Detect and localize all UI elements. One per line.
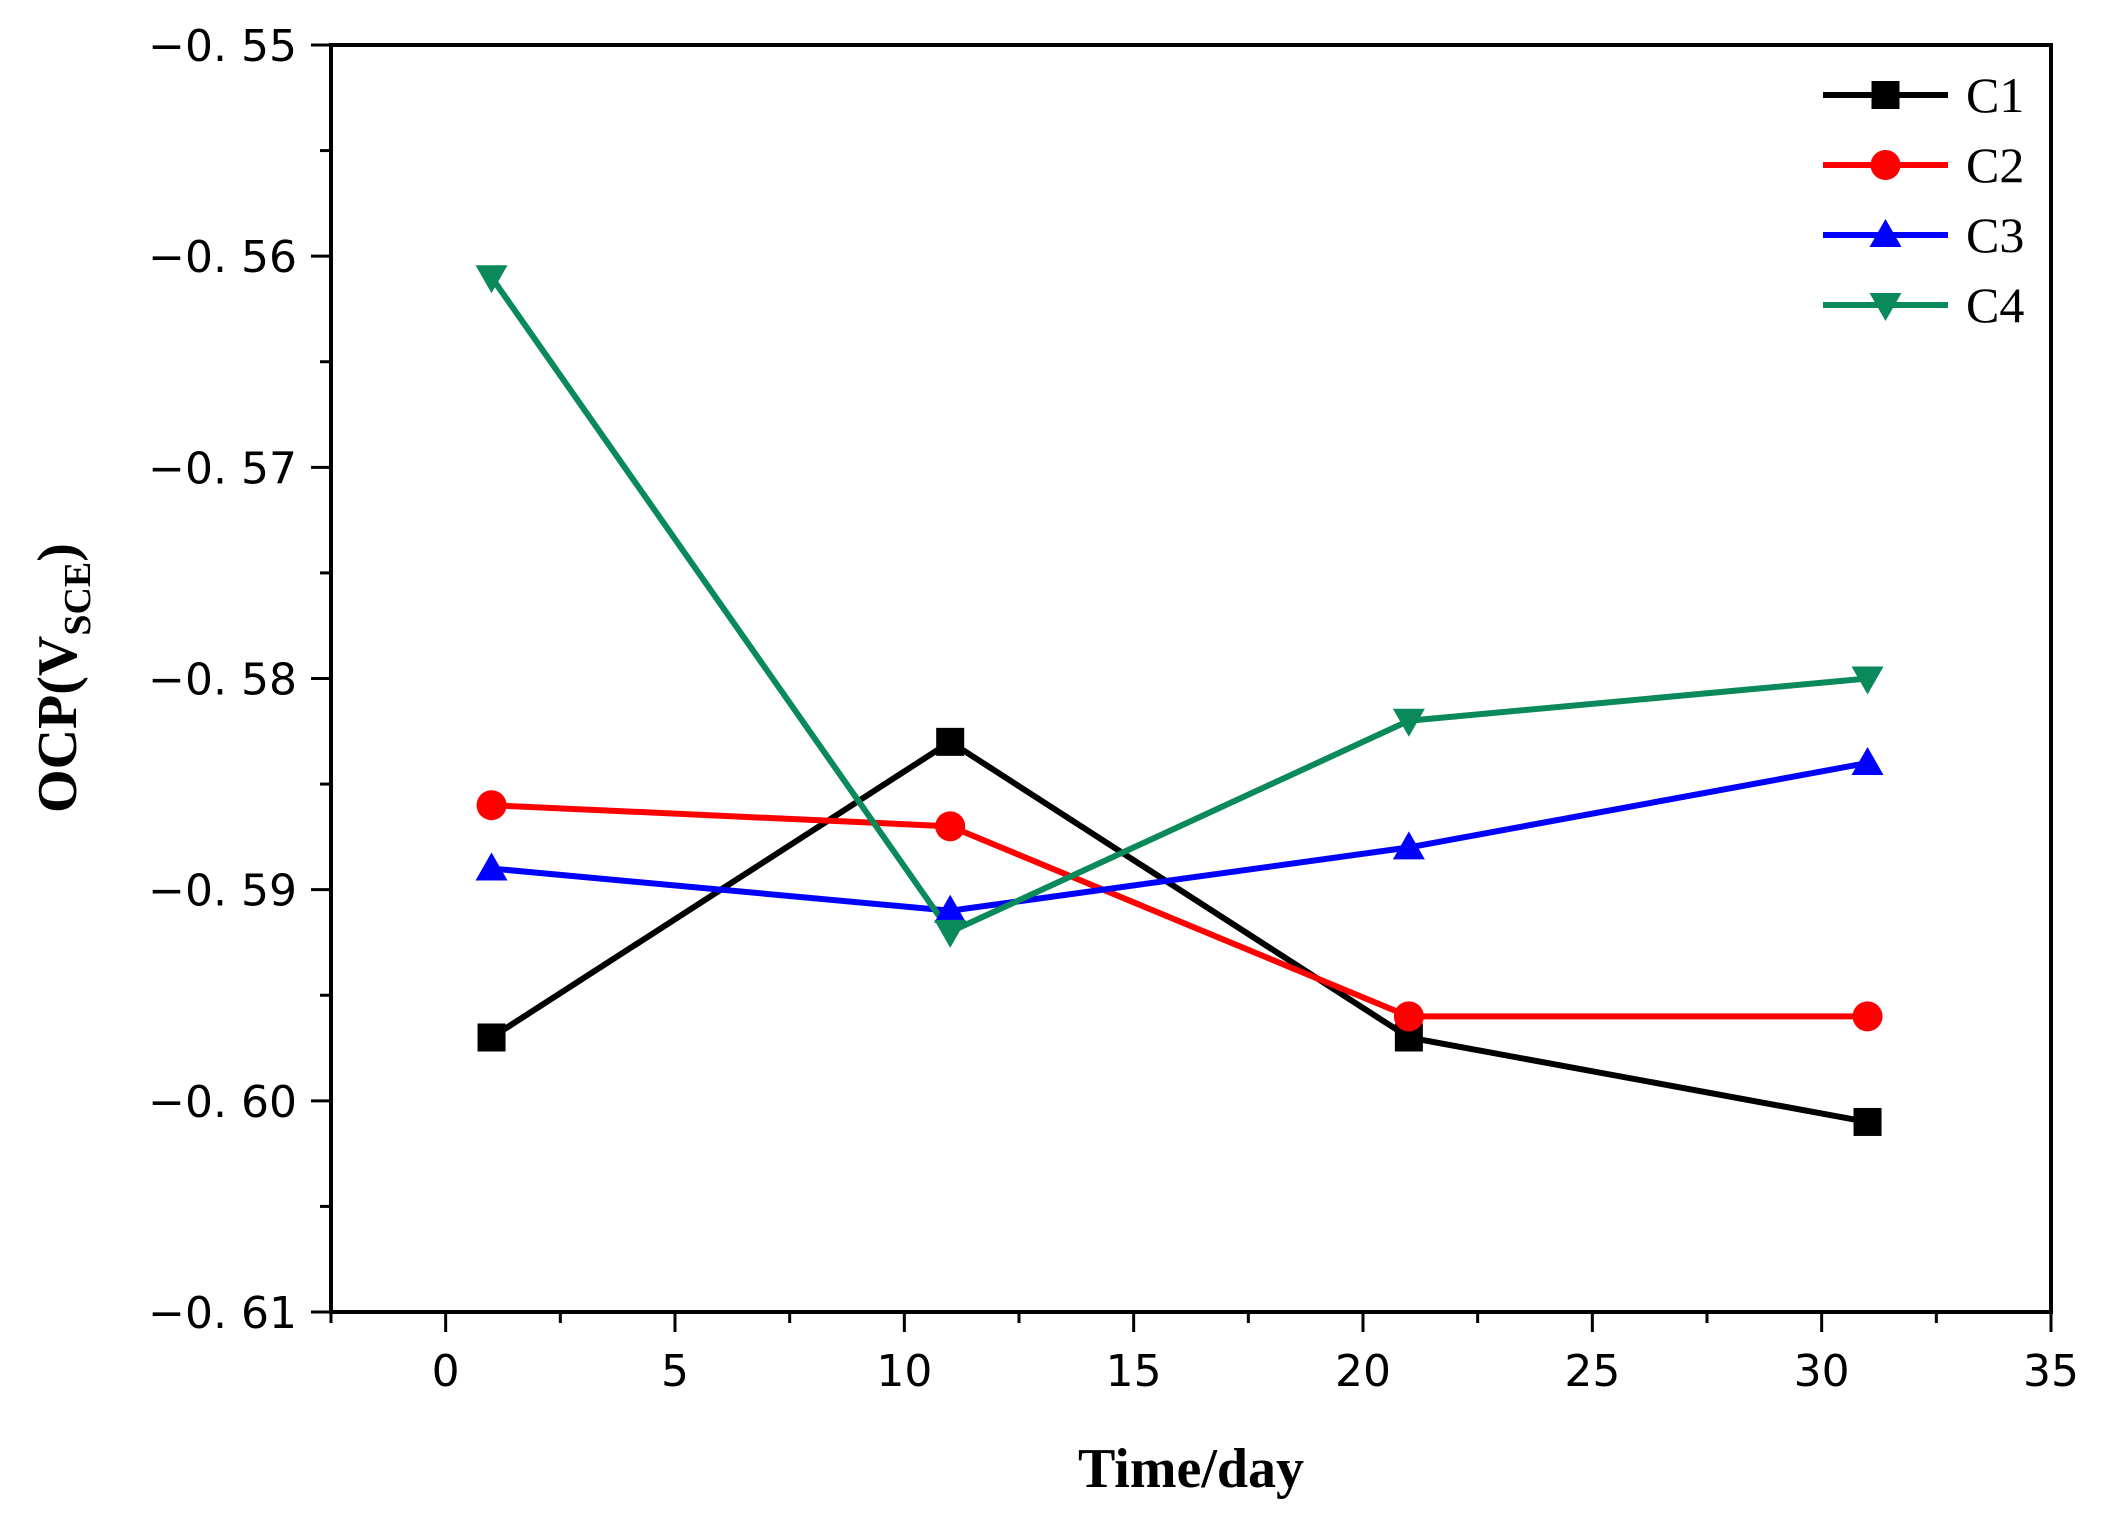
legend-marker-c2 bbox=[1870, 150, 1901, 180]
series-line-c3 bbox=[491, 760, 1869, 914]
data-point-c1 bbox=[936, 727, 965, 756]
series-line-c4 bbox=[489, 275, 1868, 936]
legend: C1 C2 C3 C4 bbox=[1823, 67, 2024, 333]
series-line-c2 bbox=[491, 802, 1868, 1020]
y-tick-label: −0. 60 bbox=[148, 1077, 297, 1128]
x-tick-label: 15 bbox=[1106, 1346, 1162, 1397]
x-tick-label: 35 bbox=[2023, 1346, 2079, 1397]
y-tick-label: −0. 58 bbox=[148, 655, 297, 706]
legend-marker-c1 bbox=[1871, 81, 1900, 109]
x-tick-label: 25 bbox=[1564, 1346, 1620, 1397]
legend-label-c4: C4 bbox=[1966, 277, 2024, 333]
y-axis-title-close: ) bbox=[27, 543, 89, 562]
y-axis-title: OCP(VSCE) bbox=[27, 543, 99, 813]
legend-label-c1: C1 bbox=[1966, 67, 2024, 123]
data-point-c3 bbox=[1851, 746, 1884, 775]
legend-marker-c4 bbox=[1869, 293, 1902, 321]
x-tick-label: 0 bbox=[432, 1346, 460, 1397]
y-tick-label: −0. 59 bbox=[148, 866, 297, 917]
data-point-c4 bbox=[475, 265, 508, 294]
series-layer bbox=[475, 265, 1884, 1136]
legend-marker-c3 bbox=[1869, 219, 1902, 247]
plot-frame bbox=[329, 43, 2053, 1314]
data-point-c3 bbox=[1392, 831, 1425, 860]
y-axis-title-main: OCP(V bbox=[27, 636, 89, 813]
x-tick-label: 5 bbox=[661, 1346, 689, 1397]
legend-label-c2: C2 bbox=[1966, 137, 2024, 193]
data-point-c2 bbox=[1852, 1001, 1883, 1032]
x-tick-label: 20 bbox=[1335, 1346, 1391, 1397]
data-point-c4 bbox=[934, 919, 967, 948]
x-axis-title: Time/day bbox=[1078, 1438, 1304, 1500]
x-tick-label: 30 bbox=[1794, 1346, 1850, 1397]
y-axis-title-subscript: SCE bbox=[57, 562, 99, 636]
x-tick-label: 10 bbox=[876, 1346, 932, 1397]
y-tick-label: −0. 57 bbox=[148, 443, 297, 494]
tick-labels-layer: 0 5 10 15 20 25 30 35 −0. 61 −0. 60 −0. 59 −0. 58 −0… bbox=[148, 21, 2079, 1397]
y-tick-label: −0. 56 bbox=[148, 232, 297, 283]
data-point-c3 bbox=[934, 894, 967, 923]
data-point-c1 bbox=[1853, 1107, 1882, 1136]
data-point-c2 bbox=[935, 811, 966, 842]
y-tick-label: −0. 55 bbox=[148, 21, 297, 72]
data-point-c2 bbox=[476, 790, 507, 821]
data-point-c3 bbox=[475, 852, 508, 881]
y-tick-label: −0. 61 bbox=[148, 1288, 297, 1339]
data-point-c4 bbox=[1392, 708, 1425, 737]
legend-label-c3: C3 bbox=[1966, 207, 2024, 263]
data-point-c2 bbox=[1393, 1001, 1424, 1032]
data-point-c4 bbox=[1851, 666, 1884, 695]
data-point-c1 bbox=[477, 1023, 506, 1052]
